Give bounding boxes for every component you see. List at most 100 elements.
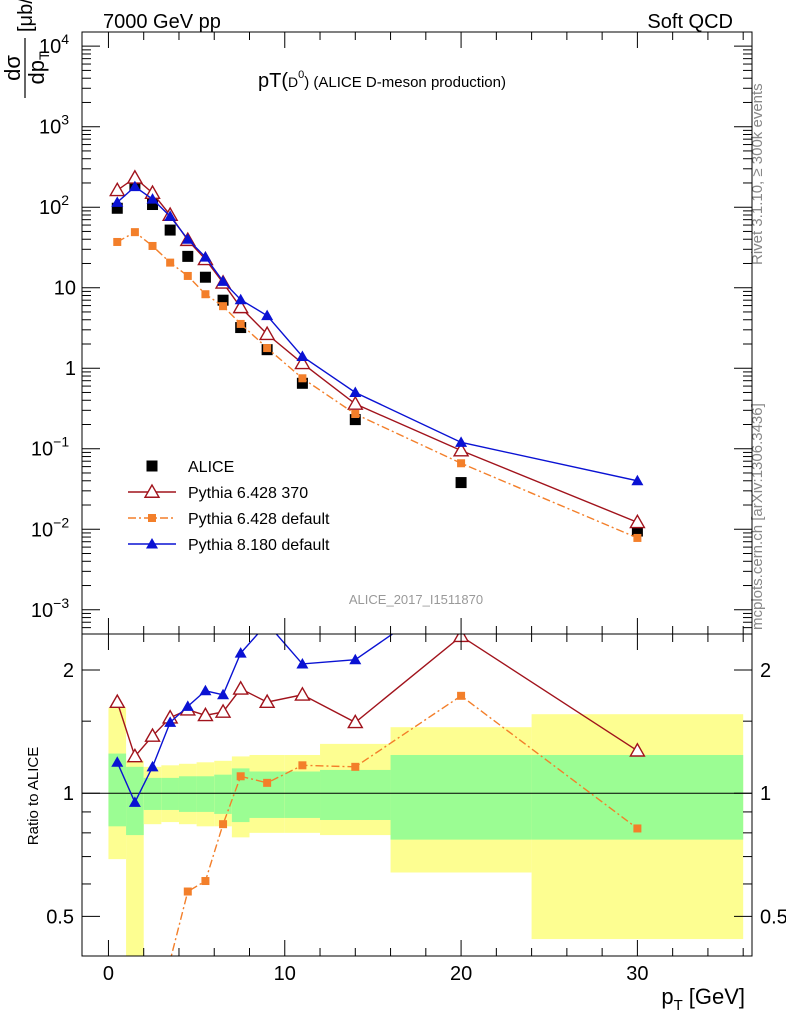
ratio-data-point	[126, 748, 144, 763]
main-series-pythia-8-180-default	[111, 180, 644, 486]
energy-label: 7000 GeV pp	[103, 11, 221, 33]
ratio-data-point	[183, 887, 192, 896]
ratio-x-tick-label: 10	[274, 963, 296, 985]
stat-uncertainty-band	[231, 768, 250, 823]
main-y-tick-exp: −3	[53, 595, 69, 611]
ratio-series-pythia-6-428-default	[166, 691, 642, 964]
plot-title-main: pT(	[258, 70, 288, 92]
data-point	[201, 290, 210, 299]
legend-marker	[143, 483, 161, 498]
data-point	[236, 319, 245, 328]
data-point	[298, 374, 307, 383]
data-point	[164, 210, 177, 221]
main-y-tick-label: 103	[39, 112, 69, 139]
data-point	[130, 228, 139, 237]
ratio-plot: 0.5 0.51 12 2 0 10 20 30 Ratio to ALICE pT [GeV…	[25, 633, 786, 1014]
ratio-plot-frame	[81, 633, 753, 957]
main-y-tick-exp: 3	[61, 112, 69, 128]
data-point	[631, 525, 643, 537]
ratio-data-point	[457, 691, 466, 700]
data-point	[263, 344, 272, 353]
stat-uncertainty-band	[178, 776, 197, 812]
data-point	[147, 199, 159, 211]
data-point	[631, 474, 644, 486]
data-point	[232, 298, 249, 314]
data-point	[113, 237, 122, 246]
plot-title-rest: ) (ALICE D-meson production)	[304, 74, 506, 91]
ratio-data-point	[109, 693, 126, 709]
main-y-tick-exp: −1	[53, 434, 69, 450]
data-point	[296, 350, 309, 361]
data-point	[217, 275, 230, 286]
data-point	[128, 180, 141, 192]
ratio-data-point	[199, 684, 212, 696]
plot-title-sup: 0	[298, 69, 304, 81]
data-point	[296, 377, 308, 389]
data-point	[199, 271, 211, 283]
main-y-tick-base: 10	[39, 197, 61, 219]
stat-uncertainty-band	[284, 771, 321, 818]
ratio-data-point	[181, 700, 194, 711]
stat-uncertainty-band	[214, 774, 232, 814]
data-point	[347, 395, 364, 410]
ratio-data-point	[234, 647, 247, 658]
data-point	[452, 442, 470, 457]
ratio-data-point	[351, 762, 360, 771]
ratio-data-point	[146, 760, 159, 772]
main-y-tick-label: 10	[54, 278, 76, 300]
main-x-ticks	[107, 32, 744, 634]
ratio-data-point	[166, 956, 174, 964]
data-point	[457, 459, 466, 468]
ratio-data-point	[258, 693, 276, 709]
ylabel-denominator: dpT	[24, 51, 52, 84]
main-y-axis-label: dσ dpT [μb/GeV]	[0, 0, 52, 98]
ratio-data-point	[232, 680, 249, 695]
legend-marker	[146, 460, 158, 472]
stat-uncertainty-band	[161, 777, 179, 810]
data-point	[183, 271, 192, 280]
data-point	[146, 193, 159, 204]
main-series-pythia-6-428-default	[113, 228, 642, 542]
data-point	[455, 436, 468, 447]
data-point	[111, 196, 124, 207]
main-plot-frame	[81, 31, 753, 635]
legend-marker	[148, 514, 156, 522]
ratio-data-point	[144, 727, 161, 742]
data-point	[148, 241, 157, 250]
legend-label: ALICE	[188, 459, 234, 476]
ratio-y-tick-label: 1	[63, 783, 74, 805]
legend: ALICE Pythia 6.428 370 Pythia 6.428 defaul…	[128, 459, 330, 554]
data-point	[633, 533, 642, 542]
ratio-series-layer	[109, 634, 646, 964]
ylabel-numerator: dσ	[0, 55, 25, 81]
ratio-data-point	[347, 713, 364, 729]
stat-uncertainty-band	[390, 754, 532, 840]
data-point	[166, 258, 175, 267]
main-y-tick-base: 10	[31, 439, 53, 461]
x-axis-label-sub: T	[674, 997, 683, 1014]
data-point	[258, 325, 276, 341]
ratio-data-point	[111, 756, 124, 767]
ratio-bands-layer	[108, 707, 744, 956]
ratio-data-point	[217, 688, 230, 700]
main-y-tick-exp: 2	[61, 192, 69, 208]
ratio-y-axis: 0.5 0.5 1 1 2 2	[46, 660, 786, 928]
stat-uncertainty-band	[196, 776, 215, 812]
main-series-alice	[111, 179, 643, 537]
plot-title: pT(D0) (ALICE D-meson production)	[258, 69, 506, 92]
ratio-y-tick-label-right: 0.5	[760, 906, 786, 928]
data-point	[109, 181, 126, 197]
plot-title-sub: D	[288, 74, 298, 90]
legend-label: Pythia 8.180 default	[188, 537, 330, 554]
data-point	[164, 224, 176, 236]
category-label: Soft QCD	[647, 11, 733, 33]
ratio-x-tick-label: 20	[450, 963, 472, 985]
ratio-data-point	[633, 824, 642, 833]
main-y-tick-label: 10−1	[31, 434, 69, 461]
data-point	[294, 354, 311, 370]
main-y-tick-exp: 4	[61, 31, 69, 47]
data-point	[182, 250, 194, 262]
